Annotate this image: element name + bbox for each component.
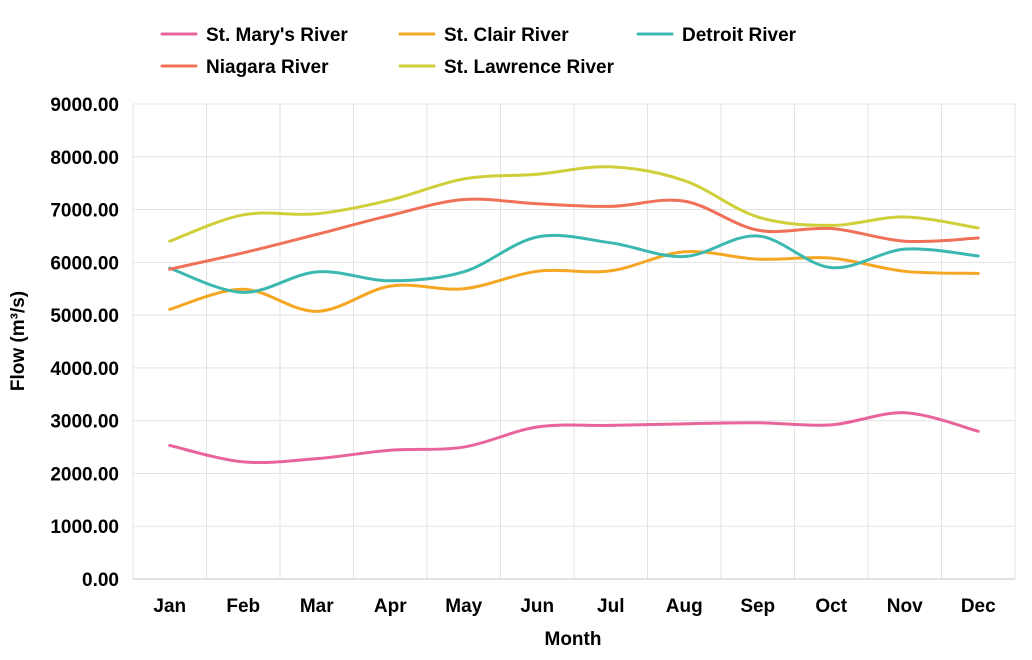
y-tick-label: 1000.00: [50, 517, 119, 538]
y-tick-label: 6000.00: [50, 253, 119, 274]
legend-label-st-clair-river: St. Clair River: [444, 25, 569, 46]
y-axis-title: Flow (m³/s): [8, 291, 29, 391]
x-tick-label: Jun: [520, 596, 554, 617]
y-tick-label: 7000.00: [50, 201, 119, 222]
y-tick-label: 0.00: [82, 570, 119, 591]
y-tick-label: 5000.00: [50, 306, 119, 327]
x-axis-title: Month: [545, 629, 602, 650]
x-tick-label: Dec: [961, 596, 996, 617]
y-tick-label: 9000.00: [50, 95, 119, 116]
series-line-niagara-river: [168, 197, 980, 271]
series-line-st-clair-river: [168, 249, 980, 313]
x-tick-label: Mar: [300, 596, 334, 617]
grid-layer: [132, 103, 1016, 579]
y-tick-label: 2000.00: [50, 464, 119, 485]
legend: St. Mary's River St. Clair River Detroit R…: [160, 25, 797, 78]
legend-label-st-lawrence-river: St. Lawrence River: [444, 57, 615, 78]
series-line-st-lawrence-river: [168, 165, 980, 243]
x-tick-label: Nov: [887, 596, 923, 617]
legend-label-detroit-river: Detroit River: [682, 25, 797, 46]
x-tick-label: Apr: [374, 596, 407, 617]
y-tick-label: 8000.00: [50, 148, 119, 169]
x-tick-label: Aug: [666, 596, 703, 617]
legend-label-st-mary-s-river: St. Mary's River: [206, 25, 348, 46]
x-tick-label: May: [445, 596, 482, 617]
legend-label-niagara-river: Niagara River: [206, 57, 329, 78]
series-line-detroit-river: [168, 233, 980, 294]
series-line-st-mary-s-river: [168, 411, 980, 465]
series-layer: [168, 165, 980, 465]
x-tick-label: Feb: [226, 596, 260, 617]
x-tick-label: Sep: [740, 596, 775, 617]
y-tick-label: 4000.00: [50, 359, 119, 380]
x-tick-label: Jul: [597, 596, 624, 617]
axis-layer: 0.00 1000.00 2000.00 3000.00 4000.00 5000.00 6…: [50, 95, 1015, 617]
y-tick-label: 3000.00: [50, 412, 119, 433]
x-tick-label: Oct: [815, 596, 847, 617]
x-tick-label: Jan: [153, 596, 186, 617]
